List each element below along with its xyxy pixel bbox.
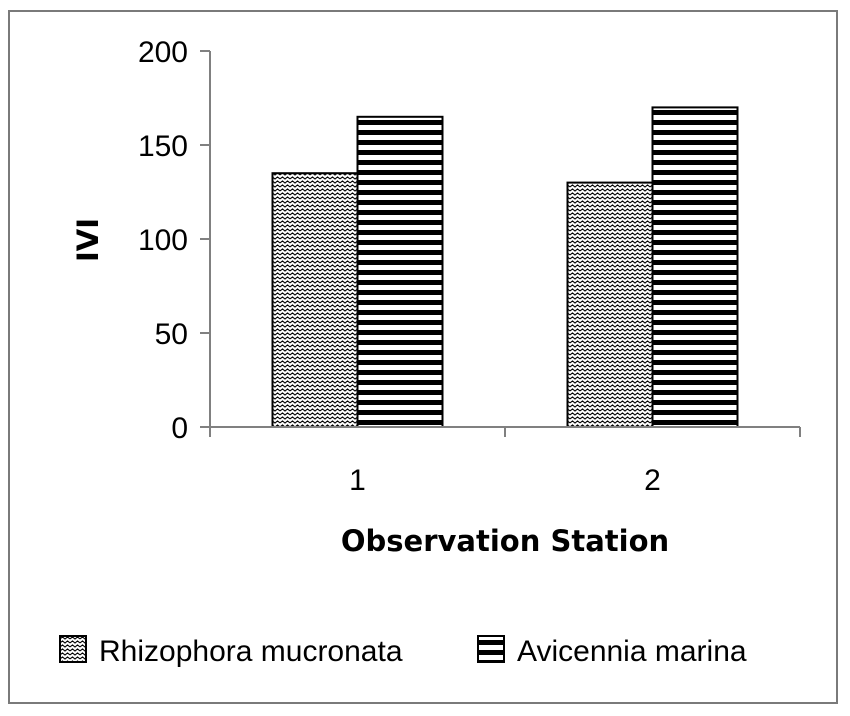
y-tick-label: 200 — [138, 36, 188, 69]
y-tick-label: 0 — [171, 412, 188, 445]
y-tick-label: 50 — [155, 318, 188, 351]
bar-zigzag-station-1 — [271, 172, 359, 428]
y-axis-title: IVI — [71, 218, 105, 262]
x-tick-label: 2 — [644, 464, 661, 497]
y-tick-label: 100 — [138, 224, 188, 257]
legend-swatch-horizontal-stripes — [477, 635, 505, 663]
legend-label: Rhizophora mucronata — [99, 635, 403, 668]
y-tick-label: 150 — [138, 130, 188, 163]
x-axis-title: Observation Station — [341, 524, 669, 558]
x-tick-label: 1 — [349, 464, 366, 497]
bar-horizontal-stripes-station-1 — [356, 115, 444, 429]
bar-zigzag-station-2 — [566, 181, 654, 428]
legend-label: Avicennia marina — [517, 635, 747, 668]
legend-swatch-zigzag — [59, 635, 87, 663]
bar-horizontal-stripes-station-2 — [651, 106, 739, 429]
